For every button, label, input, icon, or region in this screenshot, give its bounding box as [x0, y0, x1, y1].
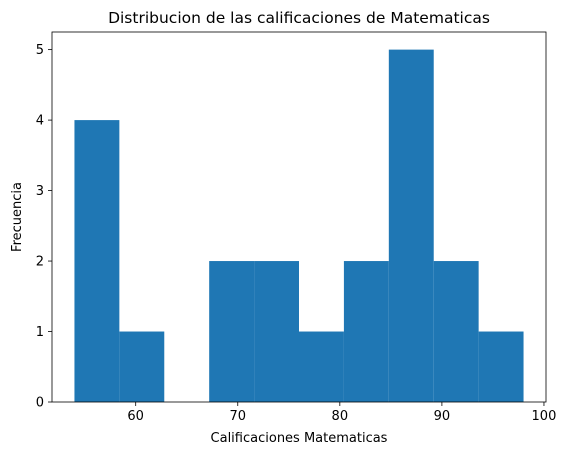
- x-tick-label: 80: [332, 409, 349, 424]
- histogram-bar: [479, 332, 524, 402]
- x-tick-label: 100: [532, 409, 557, 424]
- histogram-bar: [299, 332, 344, 402]
- histogram-bar: [209, 261, 254, 402]
- x-tick-label: 60: [127, 409, 144, 424]
- y-tick-label: 4: [36, 114, 44, 129]
- histogram-bar: [344, 261, 389, 402]
- y-tick-label: 1: [36, 325, 44, 340]
- y-axis-label: Frecuencia: [10, 182, 25, 252]
- y-tick-label: 3: [36, 184, 44, 199]
- histogram-bar: [119, 332, 164, 402]
- y-tick-label: 5: [36, 43, 44, 58]
- y-tick-label: 2: [36, 255, 44, 270]
- chart-title: Distribucion de las calificaciones de Ma…: [108, 9, 490, 27]
- histogram-bar: [434, 261, 479, 402]
- y-tick-label: 0: [36, 396, 44, 411]
- x-axis-label: Calificaciones Matematicas: [211, 431, 388, 446]
- histogram-bar: [254, 261, 299, 402]
- x-tick-label: 70: [229, 409, 246, 424]
- histogram-bar: [74, 120, 119, 402]
- x-tick-label: 90: [434, 409, 451, 424]
- histogram-bar: [389, 50, 434, 402]
